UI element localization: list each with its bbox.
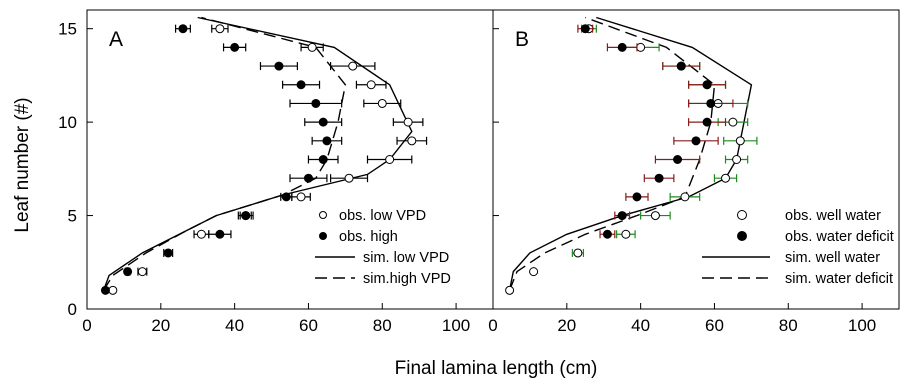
x-tick-label: 0	[488, 316, 497, 335]
panel-label: B	[515, 28, 529, 51]
x-tick-label: 80	[373, 316, 392, 335]
data-point-open	[196, 229, 206, 239]
legend-marker	[737, 231, 747, 241]
y-axis-label: Leaf number (#)	[12, 97, 33, 232]
data-point-filled	[311, 98, 321, 108]
legend-label: obs. high	[339, 229, 398, 245]
data-point-filled	[163, 248, 173, 258]
legend-label: obs. low VPD	[339, 208, 426, 224]
legend-marker	[319, 211, 327, 219]
legend-label: sim.high VPD	[363, 271, 451, 287]
data-point-filled	[274, 61, 284, 71]
panel-label: A	[109, 28, 123, 51]
data-point-open	[721, 173, 731, 183]
series-line	[103, 16, 347, 291]
data-point-open	[621, 229, 631, 239]
x-tick-label: 100	[848, 316, 876, 335]
data-point-filled	[241, 211, 251, 221]
data-point-filled	[580, 24, 590, 34]
series-line	[508, 16, 753, 291]
data-point-filled	[673, 155, 683, 164]
x-tick-label: 60	[299, 316, 318, 335]
y-tick-label: 10	[58, 113, 77, 132]
data-point-open	[735, 136, 745, 146]
data-point-filled	[296, 80, 306, 90]
legend-label: sim. water deficit	[785, 271, 893, 287]
data-point-filled	[702, 117, 712, 127]
x-tick-label: 20	[557, 316, 576, 335]
data-point-open	[215, 24, 225, 34]
data-point-open	[573, 248, 583, 258]
data-point-filled	[676, 61, 686, 71]
data-point-filled	[318, 117, 328, 127]
data-point-filled	[281, 192, 291, 202]
data-point-filled	[230, 42, 240, 52]
x-tick-label: 40	[225, 316, 244, 335]
data-point-open	[307, 42, 317, 52]
data-point-filled	[318, 155, 328, 164]
legend-label: sim. low VPD	[363, 250, 449, 266]
data-point-filled	[178, 24, 188, 34]
data-point-filled	[617, 42, 627, 52]
data-point-open	[137, 267, 147, 277]
data-point-open	[407, 136, 417, 146]
data-point-open	[728, 117, 738, 127]
data-point-open	[385, 155, 395, 164]
data-point-open	[680, 192, 690, 202]
data-point-filled	[617, 211, 627, 221]
data-point-open	[636, 42, 646, 52]
y-tick-label: 15	[58, 20, 77, 39]
data-point-open	[403, 117, 413, 127]
data-point-filled	[706, 98, 716, 108]
y-tick-label: 0	[68, 300, 77, 319]
legend-label: obs. water deficit	[785, 229, 894, 245]
data-point-open	[529, 267, 539, 277]
x-tick-label: 20	[151, 316, 170, 335]
data-point-filled	[123, 267, 133, 277]
x-tick-label: 80	[779, 316, 798, 335]
legend-label: obs. well water	[785, 208, 881, 224]
data-point-filled	[691, 136, 701, 146]
data-point-filled	[100, 285, 110, 295]
x-tick-label: 60	[705, 316, 724, 335]
x-tick-label: 0	[82, 316, 91, 335]
data-point-filled	[322, 136, 332, 146]
x-axis-label: Final lamina length (cm)	[395, 358, 598, 379]
data-point-filled	[303, 173, 313, 183]
data-point-filled	[215, 229, 225, 239]
data-point-open	[650, 211, 660, 221]
data-point-filled	[654, 173, 664, 183]
series-line	[508, 16, 716, 291]
data-point-open	[108, 285, 118, 295]
data-point-open	[344, 173, 354, 183]
data-point-open	[505, 285, 515, 295]
plot-frame	[492, 9, 900, 310]
data-point-filled	[702, 80, 712, 90]
y-tick-label: 5	[68, 207, 77, 226]
data-point-filled	[602, 229, 612, 239]
legend-marker	[319, 232, 327, 240]
data-point-open	[377, 98, 387, 108]
x-tick-label: 100	[442, 316, 470, 335]
data-point-open	[348, 61, 358, 71]
x-tick-label: 40	[631, 316, 650, 335]
data-point-open	[296, 192, 306, 202]
data-point-open	[366, 80, 376, 90]
data-point-open	[732, 155, 742, 164]
data-point-filled	[632, 192, 642, 202]
series-line	[102, 16, 413, 291]
legend-label: sim. well water	[785, 250, 880, 266]
legend-marker	[737, 210, 747, 220]
